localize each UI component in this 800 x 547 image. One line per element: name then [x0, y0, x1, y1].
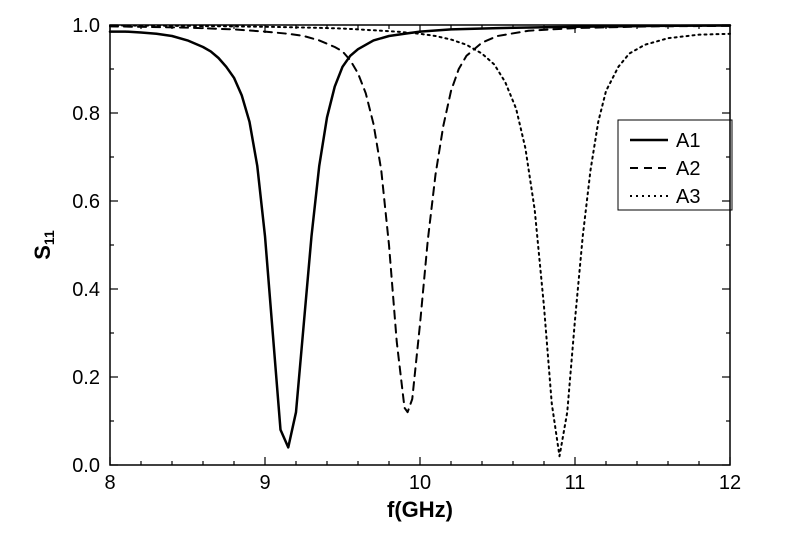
- svg-text:0.2: 0.2: [72, 367, 100, 389]
- svg-text:8: 8: [104, 472, 115, 494]
- svg-text:1.0: 1.0: [72, 15, 100, 37]
- svg-text:0.0: 0.0: [72, 455, 100, 477]
- svg-text:0.4: 0.4: [72, 279, 100, 301]
- chart-container: 891011120.00.20.40.60.81.0f(GHz)S11A1A2A…: [0, 0, 800, 547]
- svg-text:12: 12: [719, 472, 741, 494]
- svg-text:11: 11: [565, 472, 586, 494]
- svg-text:9: 9: [259, 472, 270, 494]
- legend-label-A1: A1: [676, 130, 700, 152]
- legend-label-A3: A3: [676, 186, 700, 208]
- svg-text:0.8: 0.8: [72, 103, 100, 125]
- svg-text:0.6: 0.6: [72, 191, 100, 213]
- legend-label-A2: A2: [676, 158, 700, 180]
- svg-text:10: 10: [409, 472, 431, 494]
- x-axis-label: f(GHz): [387, 497, 453, 522]
- line-chart: 891011120.00.20.40.60.81.0f(GHz)S11A1A2A…: [0, 0, 800, 547]
